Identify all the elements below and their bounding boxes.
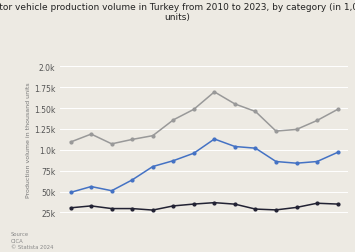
Y-axis label: Production volume in thousand units: Production volume in thousand units [26,82,31,198]
Text: Source
OICA
© Statista 2024: Source OICA © Statista 2024 [11,231,53,249]
Text: Motor vehicle production volume in Turkey from 2010 to 2023, by category (in 1,0: Motor vehicle production volume in Turke… [0,3,355,22]
